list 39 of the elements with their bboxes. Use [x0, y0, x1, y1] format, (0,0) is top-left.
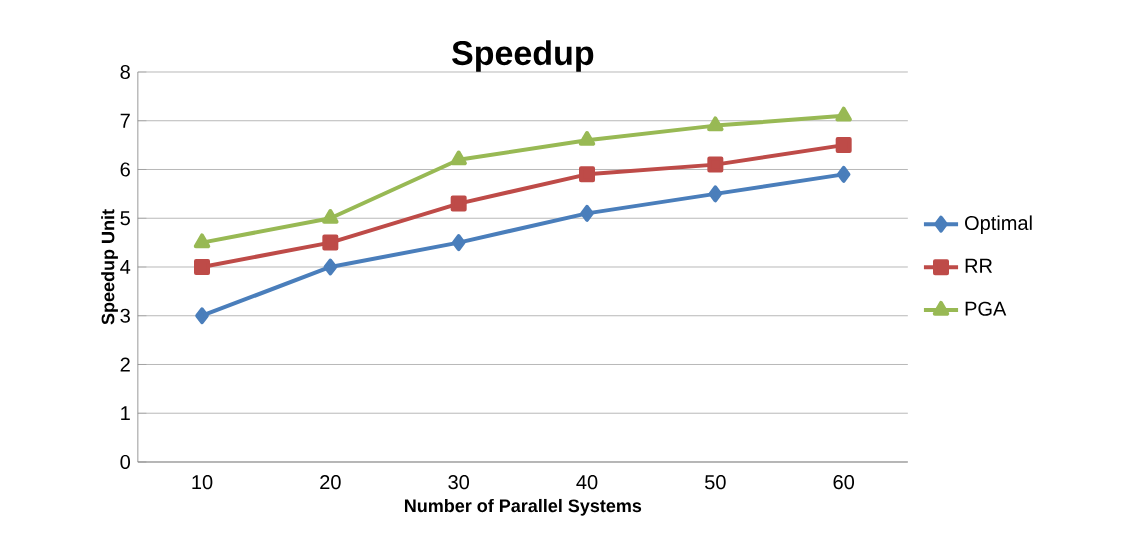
- point: [195, 307, 209, 325]
- chart-title: Speedup: [452, 40, 594, 72]
- point: [450, 150, 467, 166]
- y-tick-label: 5: [120, 211, 130, 226]
- y-tick-label: 2: [120, 357, 130, 372]
- legend-label: RR: [965, 258, 993, 273]
- point: [580, 204, 594, 222]
- point: [194, 258, 211, 275]
- y-tick-label: 0: [120, 454, 131, 470]
- point: [323, 258, 338, 276]
- point: [836, 165, 851, 183]
- x-tick-label: 10: [192, 475, 213, 490]
- point: [578, 131, 596, 146]
- point: [835, 106, 852, 122]
- x-tick-label: 50: [705, 475, 726, 490]
- point: [450, 195, 467, 212]
- x-axis-title: Number of Parallel Systems: [404, 498, 642, 516]
- x-tick-label: 40: [576, 475, 598, 490]
- y-tick-label: 6: [120, 162, 130, 177]
- legend-label: PGA: [965, 301, 1007, 316]
- y-tick-label: 7: [120, 113, 130, 128]
- point: [193, 233, 211, 249]
- x-tick-label: 20: [320, 475, 341, 490]
- point: [707, 156, 724, 173]
- point: [451, 234, 466, 252]
- y-tick-label: 4: [120, 260, 131, 274]
- point: [579, 166, 596, 183]
- y-tick-label: 8: [120, 64, 130, 80]
- point: [708, 185, 723, 203]
- y-axis-title: Speedup Unit: [101, 209, 118, 325]
- point: [707, 116, 724, 132]
- y-tick-label: 1: [121, 406, 130, 421]
- point: [322, 234, 339, 251]
- y-tick-label: 3: [120, 308, 130, 323]
- point: [835, 137, 852, 154]
- x-tick-label: 60: [833, 475, 855, 490]
- point: [322, 209, 339, 224]
- x-tick-label: 30: [448, 475, 470, 490]
- legend-label: Optimal: [965, 215, 1032, 235]
